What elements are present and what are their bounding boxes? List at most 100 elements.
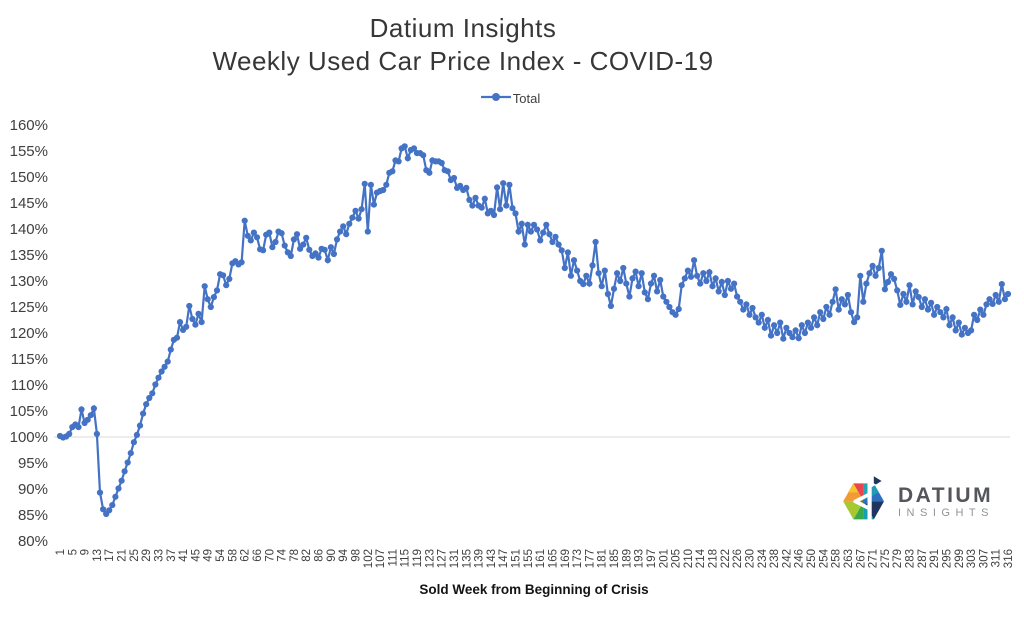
data-point bbox=[958, 331, 965, 338]
data-point bbox=[715, 288, 722, 295]
data-point bbox=[900, 290, 907, 298]
legend: Total bbox=[0, 91, 1020, 106]
data-point bbox=[509, 205, 516, 212]
data-point bbox=[660, 293, 667, 300]
data-point bbox=[641, 289, 648, 296]
data-point bbox=[78, 406, 85, 413]
data-point bbox=[804, 319, 812, 326]
data-point bbox=[703, 277, 710, 285]
data-point bbox=[675, 306, 682, 313]
data-point bbox=[986, 296, 993, 303]
data-point bbox=[395, 158, 402, 165]
data-point bbox=[931, 311, 938, 318]
data-point bbox=[792, 327, 799, 334]
data-point bbox=[977, 306, 984, 313]
x-tick-label: 303 bbox=[966, 549, 978, 568]
data-point bbox=[961, 324, 969, 331]
x-tick-label: 210 bbox=[683, 549, 695, 568]
data-point bbox=[401, 143, 408, 150]
data-point bbox=[968, 327, 975, 334]
data-point bbox=[746, 311, 753, 318]
datium-logo-text: DATIUM INSIGHTS bbox=[898, 484, 994, 520]
data-point bbox=[860, 298, 867, 305]
data-point bbox=[650, 272, 658, 279]
data-point bbox=[878, 247, 885, 254]
x-tick-label: 98 bbox=[351, 549, 363, 562]
x-tick-label: 119 bbox=[412, 549, 424, 567]
data-point bbox=[207, 303, 214, 311]
x-tick-label: 307 bbox=[978, 549, 990, 568]
x-tick-label: 21 bbox=[117, 549, 129, 562]
data-point bbox=[497, 206, 504, 213]
data-point bbox=[740, 306, 747, 313]
x-tick-label: 41 bbox=[178, 549, 190, 562]
data-point bbox=[96, 489, 104, 496]
data-point bbox=[158, 368, 165, 375]
data-point bbox=[801, 329, 809, 337]
data-point bbox=[666, 303, 673, 311]
data-point bbox=[500, 180, 507, 187]
data-point bbox=[949, 314, 956, 321]
data-point bbox=[121, 468, 128, 475]
y-tick-label: 110% bbox=[11, 377, 48, 394]
data-point bbox=[647, 280, 655, 287]
x-tick-label: 78 bbox=[289, 549, 301, 562]
data-point bbox=[691, 257, 698, 264]
data-point bbox=[761, 324, 768, 331]
data-point bbox=[66, 430, 73, 437]
data-point bbox=[832, 286, 839, 293]
x-tick-label: 45 bbox=[190, 549, 202, 562]
data-point bbox=[635, 283, 642, 290]
data-point bbox=[515, 228, 522, 235]
x-tick-label: 238 bbox=[769, 549, 781, 568]
data-point bbox=[709, 283, 716, 290]
data-point bbox=[450, 174, 458, 182]
data-point bbox=[767, 332, 775, 339]
data-point bbox=[774, 329, 781, 337]
data-point bbox=[521, 241, 528, 248]
data-point bbox=[226, 275, 233, 282]
data-point bbox=[380, 186, 387, 194]
data-point bbox=[306, 246, 313, 253]
data-point bbox=[638, 270, 645, 277]
data-point bbox=[210, 294, 217, 301]
y-tick-label: 105% bbox=[10, 403, 48, 420]
data-point bbox=[352, 207, 359, 214]
data-point bbox=[586, 280, 593, 287]
data-point bbox=[614, 270, 621, 277]
data-point bbox=[247, 237, 254, 244]
y-tick-label: 150% bbox=[10, 169, 48, 186]
y-tick-label: 140% bbox=[10, 221, 48, 238]
x-tick-label: 151 bbox=[511, 549, 523, 568]
data-point bbox=[706, 269, 713, 276]
x-tick-label: 271 bbox=[868, 549, 880, 568]
y-tick-label: 130% bbox=[10, 273, 48, 290]
data-point bbox=[795, 335, 802, 342]
data-point bbox=[260, 247, 267, 254]
x-tick-label: 185 bbox=[609, 549, 621, 568]
data-point bbox=[367, 181, 374, 188]
y-tick-label: 125% bbox=[10, 299, 48, 316]
data-point bbox=[127, 450, 134, 457]
data-point bbox=[340, 223, 347, 230]
data-point bbox=[881, 286, 889, 293]
data-point bbox=[540, 229, 547, 236]
data-point bbox=[527, 228, 535, 235]
data-point bbox=[835, 306, 842, 313]
data-point bbox=[361, 180, 368, 187]
data-point bbox=[694, 272, 701, 279]
x-tick-label: 258 bbox=[831, 549, 843, 568]
chart-title-line1: Datium Insights bbox=[369, 13, 557, 43]
data-point bbox=[971, 311, 978, 318]
data-point bbox=[512, 210, 519, 217]
data-point bbox=[854, 314, 861, 321]
x-tick-label: 214 bbox=[695, 548, 707, 568]
data-point bbox=[269, 244, 276, 251]
data-point bbox=[524, 221, 531, 228]
x-tick-label: 197 bbox=[646, 549, 658, 568]
data-point bbox=[771, 322, 778, 329]
x-tick-label: 155 bbox=[523, 549, 535, 568]
data-point bbox=[370, 201, 377, 208]
x-tick-label: 135 bbox=[461, 549, 473, 568]
